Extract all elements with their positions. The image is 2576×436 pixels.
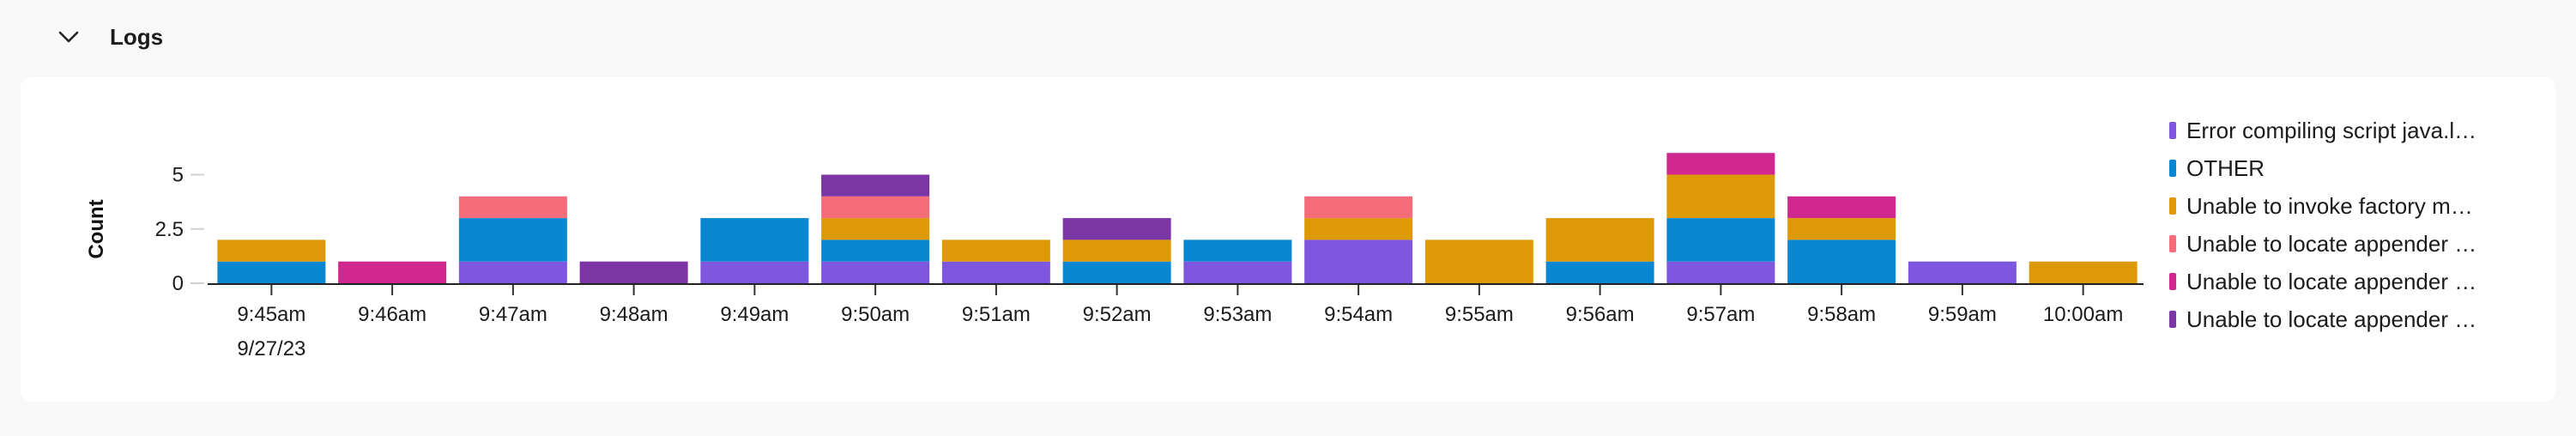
bar-segment[interactable] [821, 218, 930, 240]
bar-segment[interactable] [821, 174, 930, 197]
bar-segment[interactable] [458, 261, 567, 283]
bar-segment[interactable] [821, 196, 930, 219]
legend-label: Unable to locate appender … [2186, 268, 2477, 294]
x-tick-label: 9:58am [1807, 303, 1876, 326]
bar-segment[interactable] [1787, 218, 1896, 240]
legend-item[interactable]: Unable to invoke factory m… [2169, 187, 2547, 225]
bar-segment[interactable] [821, 261, 930, 283]
y-axis-title: Count [85, 199, 108, 258]
bar-segment[interactable] [458, 196, 567, 219]
logs-section-header[interactable]: Logs [51, 15, 163, 58]
stacked-bar-chart: Count 0 2.5 5 9:45am 9/27/23 9:46am 9:47am 9:48a… [85, 153, 2144, 360]
x-tick-label: 9:50am [841, 303, 910, 326]
bar-segment[interactable] [700, 218, 809, 262]
bar-segment[interactable] [1062, 261, 1171, 283]
bar-segment[interactable] [821, 239, 930, 262]
bar-segment[interactable] [1183, 239, 1292, 262]
x-tick-label: 9:55am [1445, 303, 1514, 326]
bar-segment[interactable] [1666, 153, 1775, 175]
x-tick-label: 9:45am [237, 303, 305, 326]
legend-label: Unable to invoke factory m… [2186, 192, 2473, 219]
bar-segment[interactable] [579, 261, 688, 283]
chart-card: Count 0 2.5 5 9:45am 9/27/23 9:46am 9:47am 9:48a… [21, 77, 2555, 402]
x-tick-label: 10:00am [2043, 303, 2123, 326]
bar-segment[interactable] [2029, 261, 2138, 283]
legend-label: Unable to locate appender … [2186, 306, 2477, 332]
bar-segment[interactable] [338, 261, 447, 283]
bar-segment[interactable] [1424, 239, 1533, 283]
bar-segment[interactable] [1304, 196, 1413, 219]
legend-label: OTHER [2186, 154, 2265, 181]
bar-segment[interactable] [941, 239, 1050, 262]
x-tick-label: 9:46am [358, 303, 426, 326]
bar-segment[interactable] [700, 261, 809, 283]
legend-item[interactable]: Unable to locate appender … [2169, 300, 2547, 338]
x-tick-label: 9:57am [1686, 303, 1755, 326]
x-tick-label: 9:53am [1203, 303, 1272, 326]
legend-swatch [2169, 273, 2176, 290]
x-tick-label: 9:54am [1324, 303, 1393, 326]
chevron-down-icon[interactable] [51, 20, 86, 54]
bar-segment[interactable] [1304, 218, 1413, 240]
legend-item[interactable]: OTHER [2169, 149, 2547, 187]
x-tick-label: 9:56am [1566, 303, 1635, 326]
legend-swatch [2169, 160, 2176, 177]
bar-segment[interactable] [1304, 239, 1413, 283]
legend-label: Unable to locate appender … [2186, 230, 2477, 257]
legend-swatch [2169, 235, 2176, 252]
bar-segment[interactable] [1062, 218, 1171, 240]
x-tick-label: 9:59am [1928, 303, 1997, 326]
bar-segment[interactable] [1787, 196, 1896, 219]
legend-swatch [2169, 122, 2176, 139]
x-tick-label: 9:49am [720, 303, 789, 326]
y-tick-label: 5 [172, 164, 184, 187]
bar-segment[interactable] [1787, 239, 1896, 283]
bar-segment[interactable] [941, 261, 1050, 283]
bar-segment[interactable] [217, 239, 326, 262]
legend-item[interactable]: Error compiling script java.l… [2169, 112, 2547, 149]
bar-segment[interactable] [217, 261, 326, 283]
section-title: Logs [110, 23, 164, 50]
bar-segment[interactable] [1545, 261, 1654, 283]
bar-segment[interactable] [1908, 261, 2017, 283]
legend-item[interactable]: Unable to locate appender … [2169, 225, 2547, 263]
bar-segment[interactable] [1183, 261, 1292, 283]
legend-swatch [2169, 311, 2176, 328]
bar-segment[interactable] [1666, 174, 1775, 219]
x-tick-label: 9:52am [1083, 303, 1152, 326]
legend-item[interactable]: Unable to locate appender … [2169, 263, 2547, 300]
legend-swatch [2169, 197, 2176, 215]
x-tick-label: 9:48am [600, 303, 668, 326]
bar-segment[interactable] [1666, 218, 1775, 262]
bar-segment[interactable] [458, 218, 567, 262]
bar-segment[interactable] [1062, 239, 1171, 262]
x-date-label: 9/27/23 [237, 337, 305, 360]
y-tick-label: 0 [172, 272, 184, 295]
legend-label: Error compiling script java.l… [2186, 117, 2477, 143]
x-tick-label: 9:51am [962, 303, 1031, 326]
chart-legend: Error compiling script java.l… OTHER Unabl… [2169, 112, 2547, 338]
y-tick-label: 2.5 [155, 218, 184, 241]
x-tick-label: 9:47am [479, 303, 547, 326]
bar-segment[interactable] [1545, 218, 1654, 262]
bar-segment[interactable] [1666, 261, 1775, 283]
